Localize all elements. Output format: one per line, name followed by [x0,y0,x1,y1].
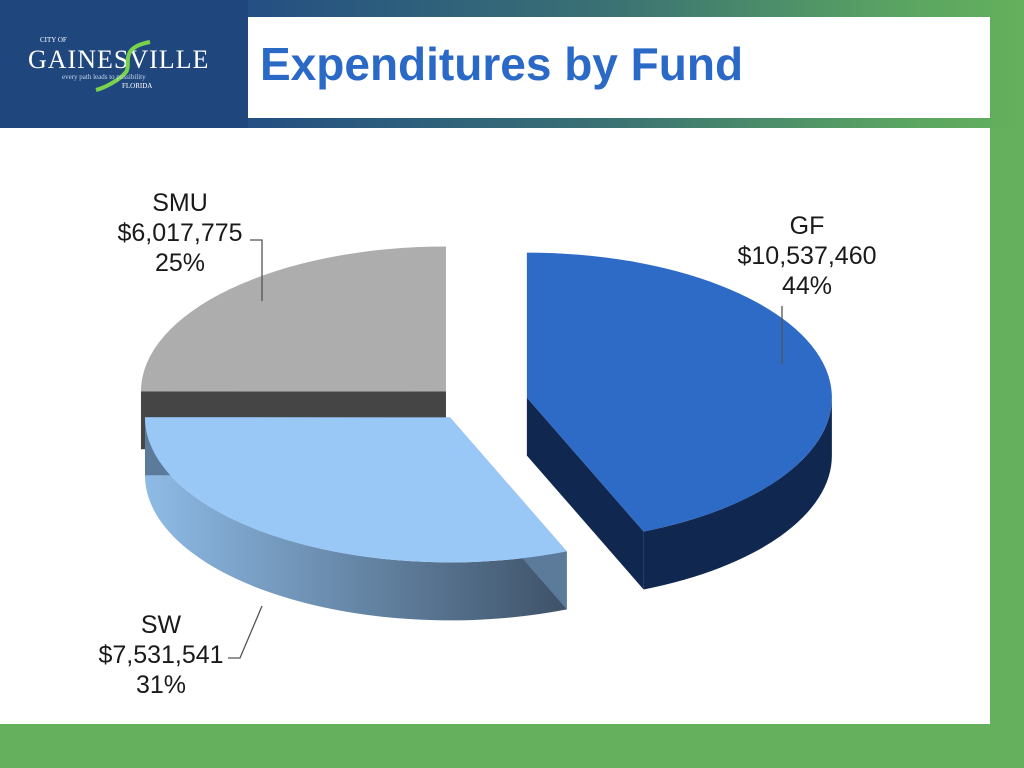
gainesville-logo-icon: CITY OF GAINESVILLE every path leads to … [28,36,209,92]
slice-label-smu: SMU [152,189,208,217]
data-label-sw: SW $7,531,541 31% [86,610,236,700]
data-label-smu: SMU $6,017,775 25% [105,188,255,278]
logo-name: GAINESVILLE [28,45,209,74]
slice-label-sw: SW [140,611,182,639]
logo-city-of: CITY OF [40,36,67,44]
slice-label-gf: GF [789,212,825,240]
leader-line-sw [228,605,263,659]
logo-swoosh [95,40,151,92]
slice-value-gf: $10,537,460 [737,242,877,270]
city-logo: CITY OF GAINESVILLE every path leads to … [0,0,248,128]
pie-side-sw [144,417,567,621]
pie-side-gf [643,397,832,590]
pie-slice-gf [526,252,832,532]
pie-slice-sw [144,417,567,563]
slice-percent-gf: 44% [781,272,833,300]
logo-tagline: every path leads to possibility [62,73,146,81]
slice-value-smu: $6,017,775 [117,219,243,247]
slice-value-sw: $7,531,541 [98,641,224,669]
logo-state: FLORIDA [122,82,152,90]
slice-percent-smu: 25% [154,249,206,277]
pie-slice-smu [140,246,446,392]
page-title: Expenditures by Fund [260,38,744,90]
title-box: Expenditures by Fund [248,17,990,118]
pie-chart [140,239,832,659]
data-label-gf: GF $10,537,460 44% [722,211,892,301]
chart-area: SMU $6,017,775 25% GF $10,537,460 44% SW… [0,128,990,724]
leader-line-smu [250,239,263,301]
pie-cut-gf-1 [526,397,644,590]
slice-percent-sw: 31% [135,671,187,699]
